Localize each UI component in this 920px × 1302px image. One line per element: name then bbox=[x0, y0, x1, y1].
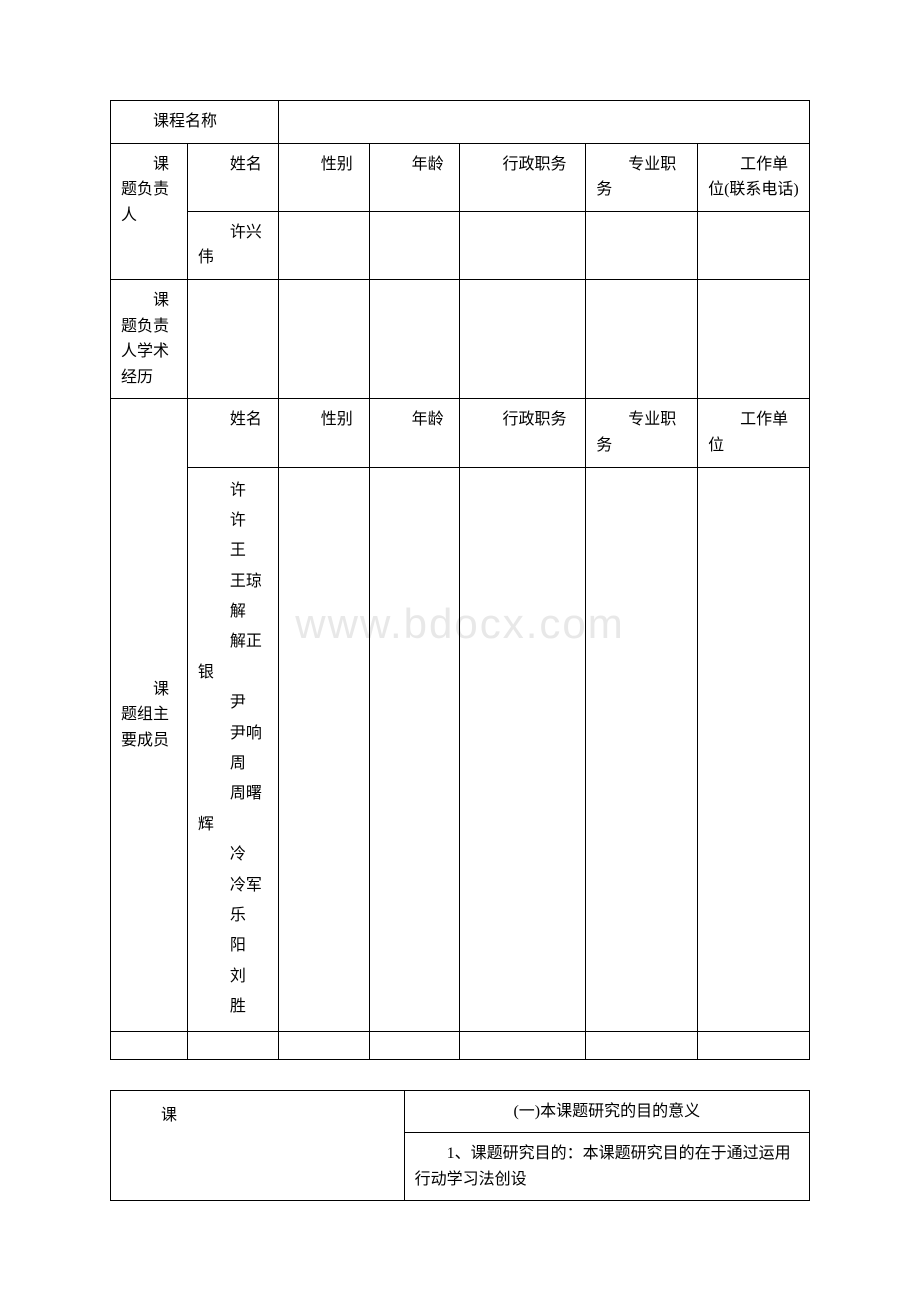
research-purpose-table: 课 (一)本课题研究的目的意义 1、课题研究目的：本课题研究目的在于通过运用行动… bbox=[110, 1090, 810, 1202]
academic-history-c6 bbox=[698, 279, 810, 398]
main-info-table: 课程名称 课题负责人 姓名 性别 年龄 行政职务 专业职务 工作单位(联系电话)… bbox=[110, 100, 810, 1060]
header-gender: 性别 bbox=[278, 143, 369, 211]
course-name-label: 课程名称 bbox=[111, 101, 279, 144]
leader-name-value: 许兴伟 bbox=[187, 211, 278, 279]
member-name-item: 刘 bbox=[198, 962, 268, 992]
member-name-item: 冷军 bbox=[198, 871, 268, 901]
members-values-row: 许许王王琼解解正银尹尹响周周曙辉冷冷军乐阳刘胜 bbox=[111, 467, 810, 1031]
member-name-item: 乐 bbox=[198, 901, 268, 931]
header-pro-position: 专业职务 bbox=[586, 143, 698, 211]
empty-c4 bbox=[460, 1031, 586, 1059]
leader-header-row: 课题负责人 姓名 性别 年龄 行政职务 专业职务 工作单位(联系电话) bbox=[111, 143, 810, 211]
academic-history-c4 bbox=[460, 279, 586, 398]
academic-history-c3 bbox=[369, 279, 460, 398]
member-age-cell bbox=[369, 467, 460, 1031]
empty-c3 bbox=[369, 1031, 460, 1059]
member-header-gender: 性别 bbox=[278, 399, 369, 467]
member-work-unit-cell bbox=[698, 467, 810, 1031]
member-names-cell: 许许王王琼解解正银尹尹响周周曙辉冷冷军乐阳刘胜 bbox=[187, 467, 278, 1031]
purpose-row1: 课 (一)本课题研究的目的意义 bbox=[111, 1090, 810, 1133]
empty-c2 bbox=[278, 1031, 369, 1059]
leader-work-unit-value bbox=[698, 211, 810, 279]
member-name-item: 胜 bbox=[198, 992, 268, 1022]
member-name-item: 许 bbox=[198, 476, 268, 506]
academic-history-c5 bbox=[586, 279, 698, 398]
academic-history-c2 bbox=[278, 279, 369, 398]
leader-age-value bbox=[369, 211, 460, 279]
member-name-item: 尹响 bbox=[198, 719, 268, 749]
member-header-admin-position: 行政职务 bbox=[460, 399, 586, 467]
member-name-item: 王 bbox=[198, 536, 268, 566]
member-header-pro-position: 专业职务 bbox=[586, 399, 698, 467]
member-name-item: 冷 bbox=[198, 840, 268, 870]
member-name-item: 尹 bbox=[198, 688, 268, 718]
member-header-name: 姓名 bbox=[187, 399, 278, 467]
empty-c1 bbox=[187, 1031, 278, 1059]
member-name-item: 解正银 bbox=[198, 627, 268, 688]
member-name-item: 解 bbox=[198, 597, 268, 627]
member-header-work-unit: 工作单位 bbox=[698, 399, 810, 467]
course-name-row: 课程名称 bbox=[111, 101, 810, 144]
leader-label: 课题负责人 bbox=[111, 143, 188, 279]
header-work-unit-phone: 工作单位(联系电话) bbox=[698, 143, 810, 211]
members-header-row: 课题组主要成员 姓名 性别 年龄 行政职务 专业职务 工作单位 bbox=[111, 399, 810, 467]
leader-gender-value bbox=[278, 211, 369, 279]
purpose-body: 1、课题研究目的：本课题研究目的在于通过运用行动学习法创设 bbox=[404, 1133, 809, 1201]
leader-value-row: 许兴伟 bbox=[111, 211, 810, 279]
header-admin-position: 行政职务 bbox=[460, 143, 586, 211]
member-pro-position-cell bbox=[586, 467, 698, 1031]
member-name-item: 阳 bbox=[198, 931, 268, 961]
empty-row bbox=[111, 1031, 810, 1059]
member-name-item: 王琼 bbox=[198, 567, 268, 597]
leader-pro-position-value bbox=[586, 211, 698, 279]
header-name: 姓名 bbox=[187, 143, 278, 211]
leader-admin-position-value bbox=[460, 211, 586, 279]
member-name-item: 许 bbox=[198, 506, 268, 536]
academic-history-row: 课题负责人学术经历 bbox=[111, 279, 810, 398]
member-admin-position-cell bbox=[460, 467, 586, 1031]
member-header-age: 年龄 bbox=[369, 399, 460, 467]
purpose-title: (一)本课题研究的目的意义 bbox=[404, 1090, 809, 1133]
header-age: 年龄 bbox=[369, 143, 460, 211]
academic-history-c1 bbox=[187, 279, 278, 398]
course-name-value bbox=[278, 101, 809, 144]
purpose-left-label: 课 bbox=[111, 1090, 405, 1201]
empty-c0 bbox=[111, 1031, 188, 1059]
empty-c5 bbox=[586, 1031, 698, 1059]
member-name-item: 周 bbox=[198, 749, 268, 779]
academic-history-label: 课题负责人学术经历 bbox=[111, 279, 188, 398]
member-name-item: 周曙辉 bbox=[198, 779, 268, 840]
member-gender-cell bbox=[278, 467, 369, 1031]
empty-c6 bbox=[698, 1031, 810, 1059]
members-label: 课题组主要成员 bbox=[111, 399, 188, 1031]
